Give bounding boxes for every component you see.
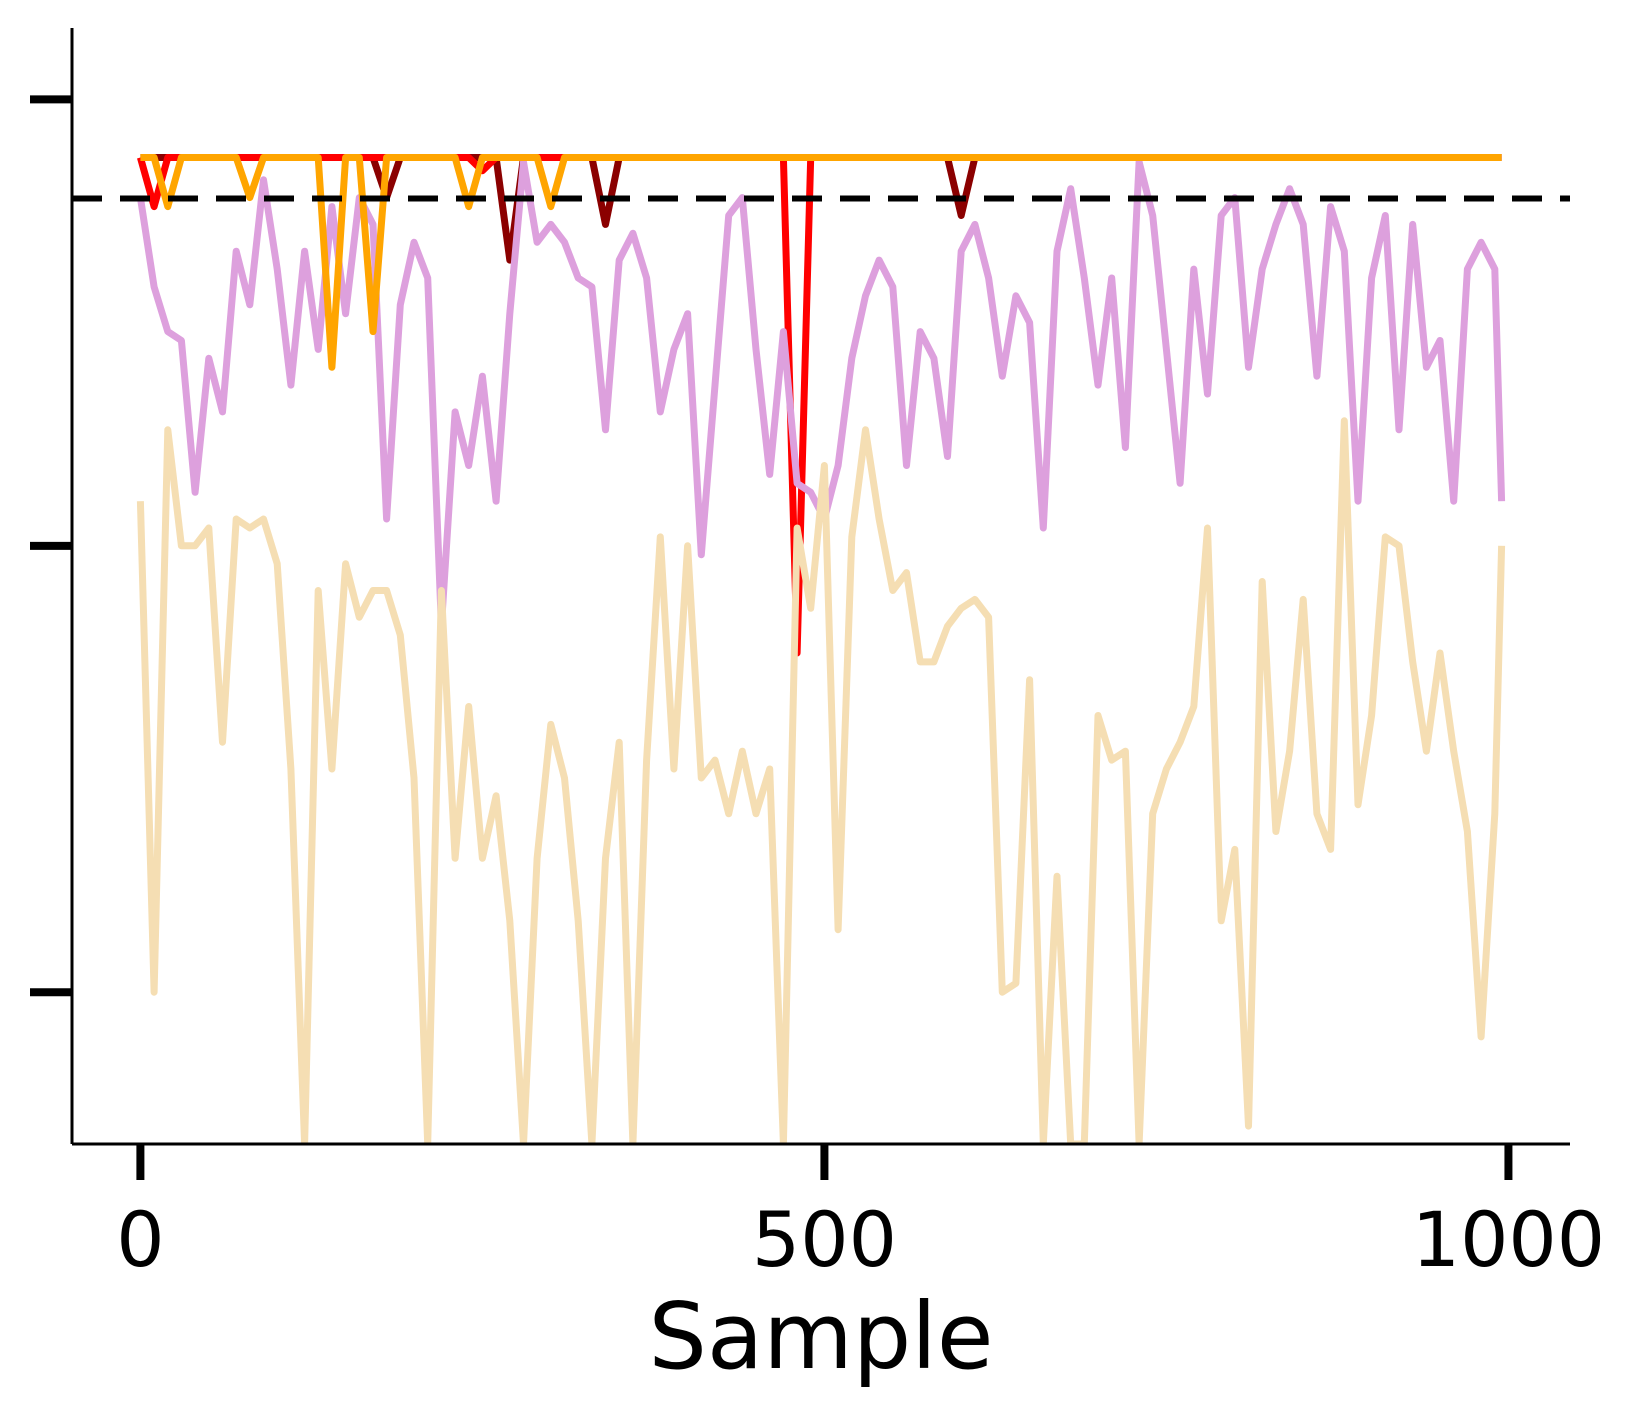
series-line-5 (140, 154, 1502, 371)
x-axis-label: Sample (649, 1283, 994, 1390)
series-layer (136, 154, 1506, 1144)
x-tick-label: 0 (116, 1195, 164, 1284)
series-line-4 (136, 417, 1506, 1144)
series-line-3 (136, 158, 1506, 630)
x-tick-label: 500 (752, 1195, 897, 1284)
x-tick-label: 1000 (1412, 1195, 1605, 1284)
tick-layer: 0 500 1000 (30, 95, 1605, 1284)
